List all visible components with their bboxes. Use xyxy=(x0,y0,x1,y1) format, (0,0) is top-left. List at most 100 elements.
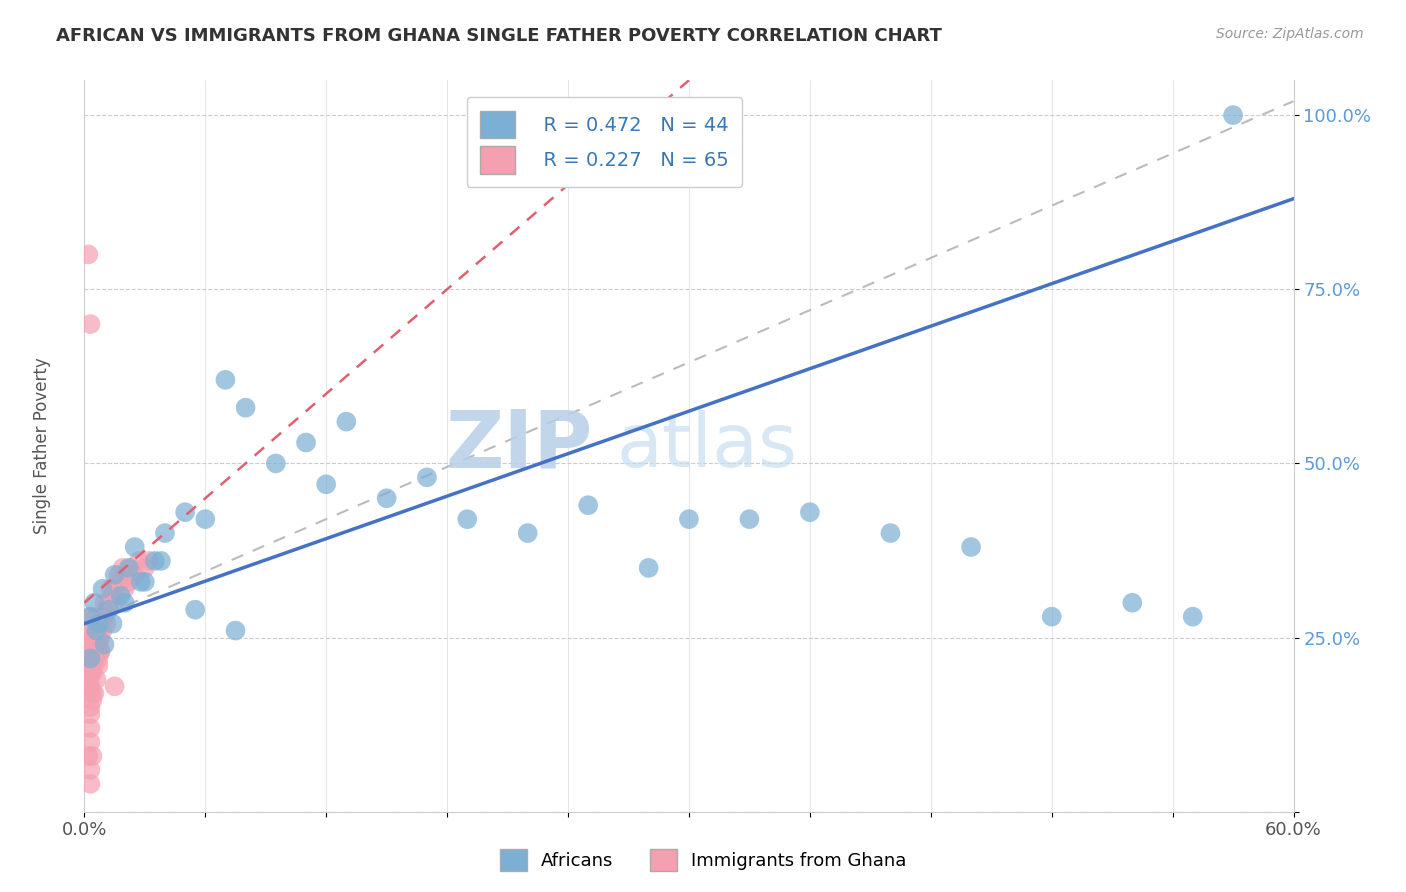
Text: AFRICAN VS IMMIGRANTS FROM GHANA SINGLE FATHER POVERTY CORRELATION CHART: AFRICAN VS IMMIGRANTS FROM GHANA SINGLE … xyxy=(56,27,942,45)
Point xyxy=(79,777,101,791)
Point xyxy=(124,567,146,582)
Point xyxy=(87,638,110,652)
Point xyxy=(111,561,134,575)
Point xyxy=(1040,609,1063,624)
Point xyxy=(79,721,101,735)
Point xyxy=(738,512,761,526)
Point xyxy=(83,638,105,652)
Point xyxy=(225,624,247,638)
Point xyxy=(516,526,538,541)
Point xyxy=(214,373,236,387)
Point xyxy=(143,554,166,568)
Point xyxy=(79,609,101,624)
Point xyxy=(79,651,101,665)
Point xyxy=(79,735,101,749)
Point xyxy=(194,512,217,526)
Point xyxy=(235,401,257,415)
Point xyxy=(79,317,101,331)
Point xyxy=(124,540,146,554)
Point xyxy=(89,631,111,645)
Point xyxy=(83,651,105,665)
Point xyxy=(114,596,136,610)
Point xyxy=(79,609,101,624)
Point xyxy=(1222,108,1244,122)
Point xyxy=(86,631,108,645)
Point xyxy=(416,470,439,484)
Point xyxy=(77,673,100,687)
Point xyxy=(91,624,114,638)
Point xyxy=(82,693,104,707)
Point xyxy=(101,616,124,631)
Point xyxy=(79,700,101,714)
Point xyxy=(97,603,120,617)
Point xyxy=(82,665,104,680)
Point xyxy=(114,582,136,596)
Text: Source: ZipAtlas.com: Source: ZipAtlas.com xyxy=(1216,27,1364,41)
Point xyxy=(83,686,105,700)
Point xyxy=(86,609,108,624)
Point xyxy=(93,609,115,624)
Point xyxy=(87,616,110,631)
Point xyxy=(149,554,172,568)
Point xyxy=(128,554,150,568)
Point xyxy=(637,561,659,575)
Point xyxy=(1181,609,1204,624)
Point xyxy=(79,679,101,693)
Point xyxy=(77,749,100,764)
Point xyxy=(153,526,176,541)
Point xyxy=(87,658,110,673)
Point xyxy=(83,658,105,673)
Point xyxy=(77,651,100,665)
Point xyxy=(264,457,287,471)
Point xyxy=(174,505,197,519)
Point xyxy=(960,540,983,554)
Point xyxy=(93,596,115,610)
Point xyxy=(134,561,156,575)
Point xyxy=(91,582,114,596)
Point xyxy=(86,624,108,638)
Point xyxy=(87,624,110,638)
Point xyxy=(335,415,357,429)
Point xyxy=(375,491,398,506)
Point xyxy=(89,644,111,658)
Point xyxy=(83,624,105,638)
Point xyxy=(678,512,700,526)
Point xyxy=(82,644,104,658)
Point xyxy=(79,658,101,673)
Point xyxy=(107,567,129,582)
Point xyxy=(104,567,127,582)
Point xyxy=(82,631,104,645)
Point xyxy=(1121,596,1143,610)
Point xyxy=(576,498,599,512)
Point xyxy=(879,526,901,541)
Point xyxy=(82,749,104,764)
Point xyxy=(96,603,118,617)
Point xyxy=(96,616,118,631)
Legend: Africans, Immigrants from Ghana: Africans, Immigrants from Ghana xyxy=(492,842,914,879)
Point xyxy=(83,596,105,610)
Point xyxy=(86,644,108,658)
Point xyxy=(129,574,152,589)
Point xyxy=(295,435,318,450)
Point xyxy=(104,679,127,693)
Point xyxy=(100,582,122,596)
Point xyxy=(456,512,478,526)
Text: Single Father Poverty: Single Father Poverty xyxy=(34,358,51,534)
Point xyxy=(101,589,124,603)
Point xyxy=(120,561,142,575)
Point xyxy=(105,596,128,610)
Point xyxy=(79,679,101,693)
Point xyxy=(138,554,160,568)
Point xyxy=(87,651,110,665)
Point xyxy=(134,574,156,589)
Point xyxy=(115,567,138,582)
Text: atlas: atlas xyxy=(616,409,797,483)
Point xyxy=(91,609,114,624)
Point xyxy=(89,616,111,631)
Text: ZIP: ZIP xyxy=(444,407,592,485)
Point xyxy=(118,561,141,575)
Point xyxy=(110,589,132,603)
Point xyxy=(86,673,108,687)
Point xyxy=(118,574,141,589)
Legend:   R = 0.472   N = 44,   R = 0.227   N = 65: R = 0.472 N = 44, R = 0.227 N = 65 xyxy=(467,97,742,187)
